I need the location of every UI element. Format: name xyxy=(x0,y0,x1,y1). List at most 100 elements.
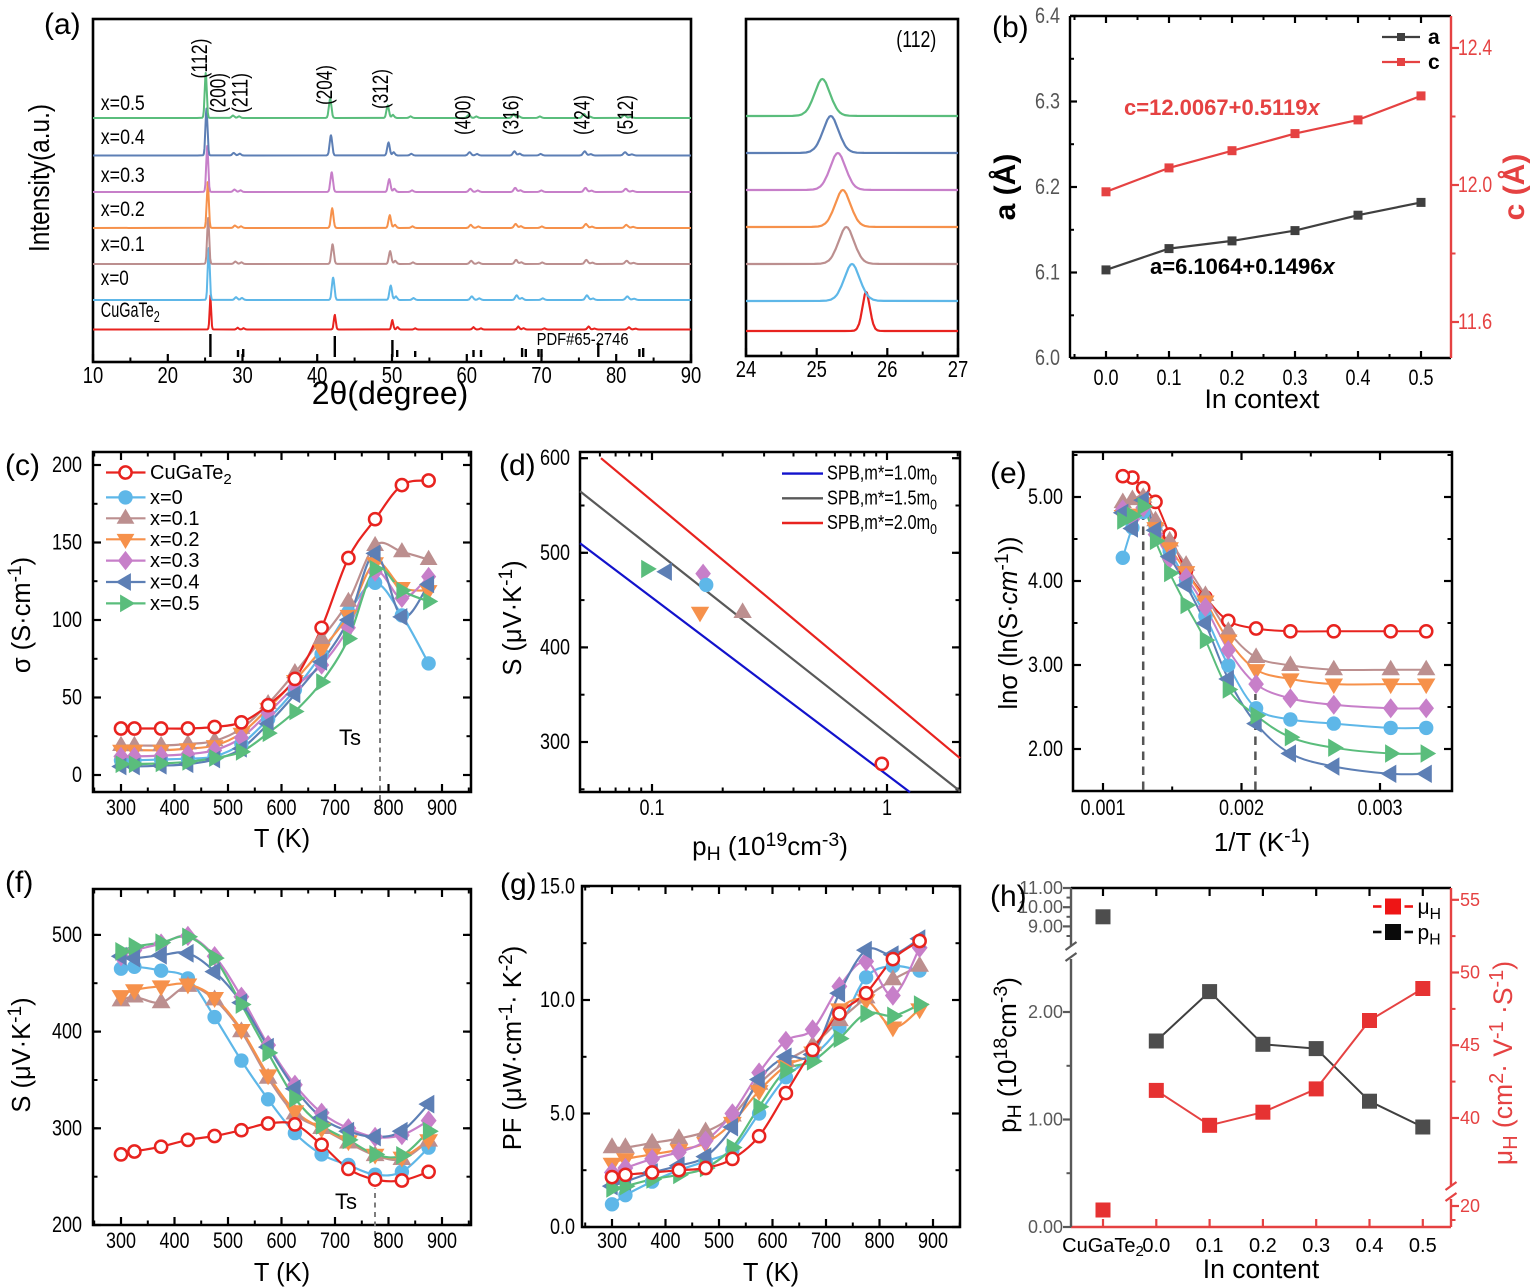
svg-text:0.00: 0.00 xyxy=(1028,1217,1063,1237)
svg-text:150: 150 xyxy=(52,530,82,555)
svg-text:50: 50 xyxy=(1460,963,1480,983)
svg-text:2θ(degree): 2θ(degree) xyxy=(312,375,469,411)
svg-text:300: 300 xyxy=(597,1228,627,1253)
svg-text:30: 30 xyxy=(232,362,253,388)
svg-text:55: 55 xyxy=(1460,890,1480,910)
svg-text:0.0: 0.0 xyxy=(550,1214,575,1239)
svg-text:x=0.5: x=0.5 xyxy=(150,593,199,615)
svg-text:x=0.2: x=0.2 xyxy=(101,198,145,221)
svg-text:c (Å): c (Å) xyxy=(1498,154,1530,221)
svg-text:μH​ (cm2​· V-1​ ·S-1​): μH​ (cm2​· V-1​ ·S-1​) xyxy=(1486,961,1522,1165)
svg-text:600: 600 xyxy=(267,1228,297,1253)
svg-text:5.0: 5.0 xyxy=(550,1101,575,1126)
svg-text:600: 600 xyxy=(540,445,570,470)
svg-text:10.00: 10.00 xyxy=(1018,897,1063,917)
svg-text:40: 40 xyxy=(307,362,328,388)
svg-text:1: 1 xyxy=(882,795,892,820)
svg-text:300: 300 xyxy=(106,1228,136,1253)
svg-text:20: 20 xyxy=(1460,1196,1480,1216)
svg-text:x=0.3: x=0.3 xyxy=(101,164,145,187)
svg-text:300: 300 xyxy=(106,795,136,820)
svg-text:11.00: 11.00 xyxy=(1019,878,1063,898)
svg-text:26: 26 xyxy=(877,356,898,382)
svg-text:5.00: 5.00 xyxy=(1028,484,1063,509)
svg-text:x=0.1: x=0.1 xyxy=(150,508,199,530)
svg-text:SPB,m*=2.0m0​: SPB,m*=2.0m0​ xyxy=(827,512,937,538)
svg-text:0.2: 0.2 xyxy=(1249,1235,1277,1257)
svg-text:700: 700 xyxy=(320,1228,350,1253)
svg-text:(e): (e) xyxy=(990,457,1027,490)
svg-text:PF (μW·cm-1​· K-2​): PF (μW·cm-1​· K-2​) xyxy=(496,946,527,1151)
svg-text:900: 900 xyxy=(427,1228,457,1253)
svg-text:25: 25 xyxy=(806,356,827,382)
svg-text:SPB,m*=1.5m0​: SPB,m*=1.5m0​ xyxy=(827,487,937,513)
svg-text:CuGaTe2: CuGaTe2 xyxy=(1062,1235,1144,1260)
svg-text:600: 600 xyxy=(758,1228,788,1253)
svg-text:0.1: 0.1 xyxy=(640,795,665,820)
svg-text:400: 400 xyxy=(160,795,190,820)
svg-text:60: 60 xyxy=(457,362,478,388)
svg-text:x=0.4: x=0.4 xyxy=(101,126,145,149)
svg-text:400: 400 xyxy=(540,634,570,659)
svg-text:CuGaTe2: CuGaTe2 xyxy=(101,299,160,326)
svg-text:10: 10 xyxy=(83,362,104,388)
svg-text:x=0: x=0 xyxy=(150,487,183,509)
svg-text:9.00: 9.00 xyxy=(1028,916,1063,936)
svg-text:40: 40 xyxy=(1460,1108,1480,1128)
svg-text:x=0.4: x=0.4 xyxy=(150,572,199,594)
svg-text:0.5: 0.5 xyxy=(1409,365,1434,390)
svg-text:200: 200 xyxy=(52,1212,82,1237)
svg-text:0.001: 0.001 xyxy=(1081,795,1126,820)
svg-text:6.0: 6.0 xyxy=(1035,345,1060,370)
svg-text:11.6: 11.6 xyxy=(1458,309,1492,334)
svg-text:12.0: 12.0 xyxy=(1458,172,1492,197)
svg-text:500: 500 xyxy=(52,922,82,947)
svg-text:800: 800 xyxy=(865,1228,895,1253)
svg-text:(200): (200) xyxy=(206,73,231,113)
svg-text:6.3: 6.3 xyxy=(1035,89,1060,114)
svg-text:x=0: x=0 xyxy=(101,267,129,290)
svg-text:3.00: 3.00 xyxy=(1028,652,1063,677)
svg-text:200: 200 xyxy=(52,452,82,477)
svg-text:PDF#65-2746: PDF#65-2746 xyxy=(537,329,629,349)
svg-text:0.1: 0.1 xyxy=(1157,365,1182,390)
svg-text:SPB,m*=1.0m0​: SPB,m*=1.0m0​ xyxy=(827,463,937,489)
svg-text:4.00: 4.00 xyxy=(1028,568,1063,593)
svg-text:0.2: 0.2 xyxy=(1220,365,1245,390)
svg-text:(c): (c) xyxy=(5,449,40,482)
svg-text:600: 600 xyxy=(267,795,297,820)
svg-text:x=0.3: x=0.3 xyxy=(150,550,199,572)
svg-text:400: 400 xyxy=(160,1228,190,1253)
svg-text:Ts: Ts xyxy=(335,1189,357,1214)
svg-text:70: 70 xyxy=(531,362,552,388)
svg-text:500: 500 xyxy=(213,1228,243,1253)
svg-text:90: 90 xyxy=(681,362,702,388)
svg-text:(b): (b) xyxy=(992,11,1029,44)
svg-text:0.0: 0.0 xyxy=(1094,365,1119,390)
svg-text:(424): (424) xyxy=(570,95,595,135)
svg-text:27: 27 xyxy=(948,356,969,382)
svg-text:x=0.1: x=0.1 xyxy=(101,233,145,256)
svg-text:800: 800 xyxy=(374,1228,404,1253)
svg-text:700: 700 xyxy=(811,1228,841,1253)
svg-text:100: 100 xyxy=(52,607,82,632)
svg-text:10.0: 10.0 xyxy=(540,987,575,1012)
svg-text:0.4: 0.4 xyxy=(1356,1235,1384,1257)
svg-text:(400): (400) xyxy=(451,95,476,135)
svg-text:6.1: 6.1 xyxy=(1035,260,1060,285)
svg-text:c: c xyxy=(1428,51,1440,74)
svg-text:700: 700 xyxy=(320,795,350,820)
svg-text:400: 400 xyxy=(52,1019,82,1044)
svg-text:T (K): T (K) xyxy=(743,1259,799,1287)
svg-text:6.2: 6.2 xyxy=(1035,174,1060,199)
svg-text:(112): (112) xyxy=(187,39,212,79)
svg-text:0.3: 0.3 xyxy=(1283,365,1308,390)
svg-text:a (Å): a (Å) xyxy=(989,154,1022,221)
svg-text:T (K): T (K) xyxy=(254,1259,310,1287)
svg-text:(312): (312) xyxy=(368,69,393,109)
svg-text:(g): (g) xyxy=(500,868,537,901)
svg-text:80: 80 xyxy=(606,362,627,388)
svg-text:0.4: 0.4 xyxy=(1346,365,1371,390)
svg-text:(f): (f) xyxy=(5,866,33,899)
svg-text:In context: In context xyxy=(1205,384,1321,414)
